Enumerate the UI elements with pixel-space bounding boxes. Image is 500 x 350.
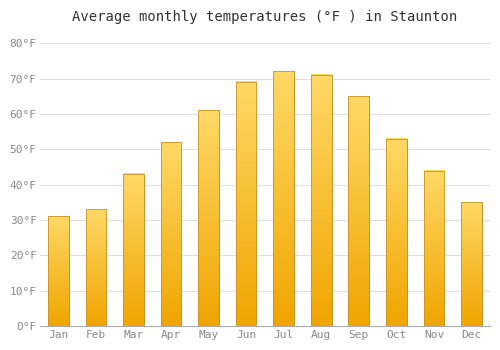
- Bar: [348, 96, 369, 326]
- Bar: [198, 110, 219, 326]
- Bar: [160, 142, 182, 326]
- Bar: [236, 82, 256, 326]
- Bar: [424, 170, 444, 326]
- Bar: [386, 139, 406, 326]
- Bar: [160, 142, 182, 326]
- Bar: [461, 202, 482, 326]
- Bar: [274, 71, 294, 326]
- Bar: [123, 174, 144, 326]
- Bar: [86, 209, 106, 326]
- Bar: [236, 82, 256, 326]
- Title: Average monthly temperatures (°F ) in Staunton: Average monthly temperatures (°F ) in St…: [72, 10, 458, 24]
- Bar: [198, 110, 219, 326]
- Bar: [48, 217, 68, 326]
- Bar: [311, 75, 332, 326]
- Bar: [461, 202, 482, 326]
- Bar: [274, 71, 294, 326]
- Bar: [311, 75, 332, 326]
- Bar: [386, 139, 406, 326]
- Bar: [348, 96, 369, 326]
- Bar: [86, 209, 106, 326]
- Bar: [424, 170, 444, 326]
- Bar: [48, 217, 68, 326]
- Bar: [123, 174, 144, 326]
